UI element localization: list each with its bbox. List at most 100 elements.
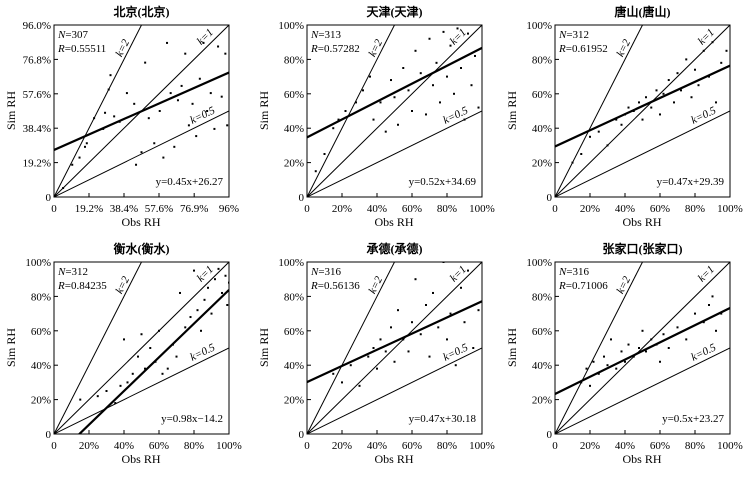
data-point — [650, 106, 653, 109]
data-point — [435, 61, 438, 64]
fit-equation: y=0.47x+30.18 — [409, 413, 477, 425]
x-tick-label: 0 — [51, 440, 57, 452]
n-stat: N=316 — [310, 266, 342, 278]
data-point — [140, 151, 143, 154]
data-point — [226, 124, 229, 127]
data-point — [446, 338, 448, 341]
regression-line — [54, 71, 229, 151]
data-point — [597, 130, 600, 133]
plot-area: k=2k=1k=0.50 20% 40% 60% 80% 100%020%40%60%80… — [278, 257, 495, 452]
y-tick-label: 38.4% — [23, 123, 51, 135]
data-point — [456, 27, 459, 30]
data-point — [589, 384, 591, 387]
data-point — [697, 84, 700, 87]
n-stat: N=313 — [310, 29, 342, 41]
y-tick-label: 76.8% — [23, 54, 51, 66]
x-tick-label: 40% — [114, 440, 134, 452]
data-point — [221, 291, 223, 294]
data-point — [402, 67, 405, 69]
data-point — [615, 367, 618, 370]
data-point — [419, 333, 422, 336]
data-point — [397, 309, 399, 312]
data-point — [694, 68, 696, 71]
data-point — [442, 30, 445, 33]
ref-line-k0.5 — [555, 347, 730, 434]
data-point — [425, 304, 427, 306]
data-point — [341, 381, 343, 384]
data-point — [144, 367, 146, 370]
data-point — [358, 384, 361, 387]
data-point — [135, 163, 138, 166]
data-point — [193, 269, 195, 272]
data-point — [187, 124, 190, 127]
y-axis-label: Sim RH — [257, 327, 272, 368]
data-point — [220, 95, 223, 98]
x-tick-label: 80% — [184, 440, 204, 452]
data-point — [137, 355, 139, 358]
data-point — [104, 111, 107, 114]
data-point — [414, 278, 417, 281]
data-point — [620, 123, 623, 126]
panel-title: 北京(北京) — [113, 5, 170, 19]
y-tick-label: 20% — [284, 158, 304, 170]
n-stat: N=307 — [57, 29, 89, 41]
data-point — [708, 304, 710, 306]
y-axis-label: Sim RH — [4, 327, 19, 368]
y-tick-label: 0 — [46, 429, 52, 441]
data-point — [384, 350, 387, 353]
data-point — [645, 350, 647, 353]
data-point — [477, 309, 480, 312]
data-point — [144, 61, 147, 64]
y-tick-label: 100% — [526, 257, 552, 269]
plot-area: k=2k=1k=0.50 20% 40% 60% 80% 100%020%40%60%80… — [526, 20, 743, 215]
data-point — [407, 350, 410, 353]
ref-line-label: k=2 — [614, 274, 633, 296]
scatter-panel: 张家口(张家口) Sim RH Obs RH k=2 k=1 k=0.5 0 20% 40% 60… — [501, 237, 751, 472]
ref-line-label: k=1 — [195, 27, 216, 48]
data-point — [203, 298, 206, 301]
data-point — [725, 49, 728, 52]
data-point — [390, 79, 392, 82]
data-point — [449, 312, 452, 315]
data-point — [166, 367, 169, 370]
data-point — [162, 156, 165, 159]
data-point — [393, 360, 396, 363]
x-tick-label: 76.9% — [180, 203, 208, 215]
scatter-panel: 北京(北京) Sim RH Obs RH k=2 k=1 k=0.5 0 19.2% 38.4%… — [0, 0, 250, 235]
x-tick-label: 40% — [367, 440, 387, 452]
x-axis-label: Obs RH — [374, 452, 414, 466]
n-stat: N=312 — [558, 29, 589, 41]
plot-frame — [53, 24, 230, 198]
panel-title: 唐山(唐山) — [614, 5, 671, 19]
data-point — [662, 92, 665, 95]
ref-line-label: k=2 — [366, 274, 385, 296]
data-point — [217, 45, 220, 48]
x-tick-label: 60% — [402, 440, 422, 452]
regression-line — [307, 46, 482, 139]
data-point — [685, 338, 688, 341]
data-point — [446, 75, 448, 78]
data-point — [362, 89, 364, 92]
y-tick-label: 20% — [284, 395, 304, 407]
data-point — [384, 130, 387, 133]
regression-line — [77, 289, 229, 434]
data-point — [645, 96, 647, 99]
x-tick-label: 0 — [51, 203, 57, 215]
x-tick-label: 40% — [615, 203, 635, 215]
data-point — [620, 350, 623, 353]
ref-line-label: k=2 — [366, 37, 385, 59]
data-point — [467, 32, 469, 35]
data-point — [472, 347, 475, 349]
data-point — [349, 364, 352, 367]
x-axis-label: Obs RH — [622, 452, 662, 466]
x-tick-label: 100% — [717, 440, 743, 452]
y-tick-label: 57.6% — [23, 89, 51, 101]
ref-line-k2 — [54, 262, 143, 434]
data-point — [376, 367, 378, 370]
data-point — [206, 110, 209, 112]
data-point — [432, 291, 434, 294]
data-point — [147, 117, 150, 120]
y-tick-label: 40% — [31, 360, 51, 372]
y-tick-label: 0 — [46, 192, 52, 204]
ref-line-label: k=1 — [696, 264, 717, 285]
